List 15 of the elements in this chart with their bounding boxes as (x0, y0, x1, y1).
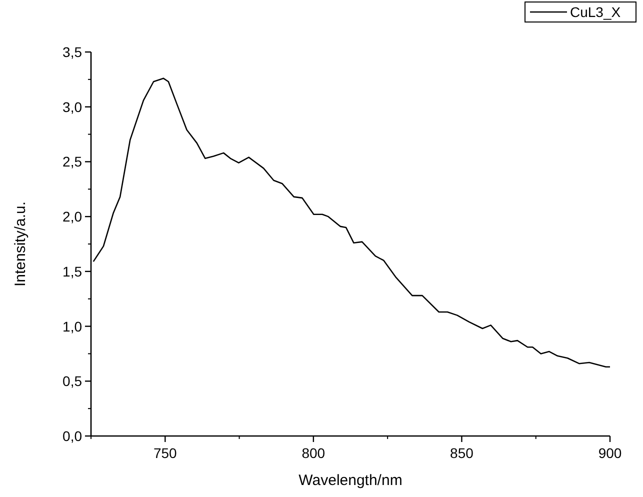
y-tick-label: 3,5 (62, 44, 82, 60)
x-tick-label: 850 (450, 445, 474, 461)
legend-label: CuL3_X (570, 4, 622, 20)
y-tick-label: 2,5 (62, 154, 82, 170)
x-tick-label: 900 (598, 445, 622, 461)
y-tick-label: 0,5 (62, 373, 82, 390)
y-tick-label: 1,0 (62, 318, 82, 334)
y-tick-label: 1,5 (62, 263, 82, 280)
y-tick-label: 2,0 (62, 208, 82, 225)
x-tick-label: 750 (153, 445, 178, 461)
y-axis-title: Intensity/a.u. (12, 201, 29, 287)
x-axis-title: Wavelength/nm (298, 472, 402, 489)
y-tick-label: 3,0 (62, 98, 82, 115)
x-tick-label: 800 (302, 445, 326, 461)
y-tick-label: 0,0 (62, 428, 82, 444)
